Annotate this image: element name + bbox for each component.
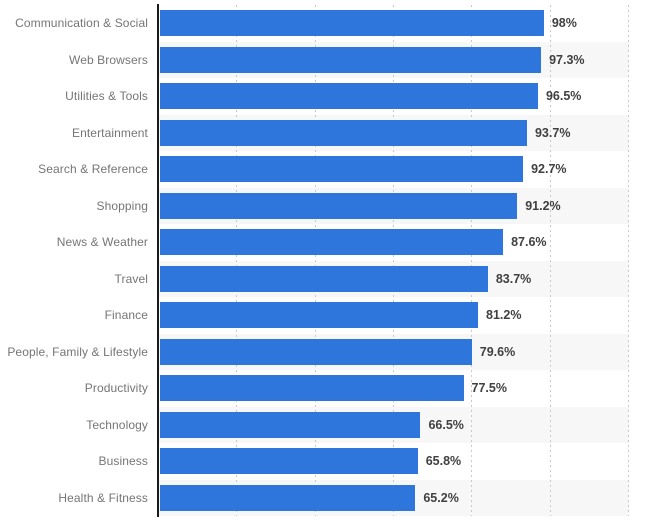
- value-label: 81.2%: [486, 308, 522, 323]
- bar: [160, 338, 472, 365]
- bar: [160, 119, 527, 146]
- bar: [160, 10, 544, 37]
- category-label: Web Browsers: [68, 52, 148, 67]
- category-label: Finance: [104, 308, 148, 323]
- y-axis-line: [157, 4, 159, 517]
- value-label: 92.7%: [531, 162, 567, 177]
- bar: [160, 375, 464, 402]
- value-label: 83.7%: [495, 271, 532, 286]
- value-label: 87.6%: [511, 235, 547, 250]
- category-label: Travel: [114, 271, 148, 286]
- value-label: 65.2%: [423, 490, 459, 505]
- gridline: [628, 5, 629, 516]
- gridline: [236, 5, 237, 516]
- value-label: 97.3%: [549, 52, 585, 67]
- category-label: Productivity: [84, 381, 148, 396]
- gridline: [393, 5, 394, 516]
- value-label: 98%: [551, 16, 577, 31]
- bar: [160, 229, 504, 256]
- gridline: [471, 5, 472, 516]
- value-label: 96.5%: [545, 89, 582, 104]
- category-label: Technology: [86, 417, 148, 432]
- gridline: [550, 5, 551, 516]
- bar: [160, 46, 542, 73]
- gridline: [315, 5, 316, 516]
- category-label: Entertainment: [71, 125, 148, 140]
- value-label: 66.5%: [428, 417, 464, 432]
- category-label: Business: [98, 454, 148, 469]
- value-label: 93.7%: [534, 125, 571, 140]
- category-label: Communication & Social: [15, 16, 148, 31]
- value-label: 79.6%: [479, 344, 516, 359]
- category-label: News & Weather: [56, 235, 148, 250]
- category-label: People, Family & Lifestyle: [7, 344, 148, 359]
- bar: [160, 302, 479, 329]
- bar: [160, 265, 488, 292]
- bar: [160, 156, 524, 183]
- value-label: 91.2%: [525, 198, 561, 213]
- bar: [160, 448, 418, 475]
- value-label: 77.5%: [471, 381, 507, 396]
- bar: [160, 411, 421, 438]
- bar: [160, 484, 416, 511]
- category-label: Utilities & Tools: [65, 89, 148, 104]
- value-label: 65.8%: [425, 454, 462, 469]
- category-label: Search & Reference: [38, 162, 148, 177]
- bar: [160, 83, 538, 110]
- category-label: Shopping: [96, 198, 148, 213]
- bar: [160, 192, 518, 219]
- category-label: Health & Fitness: [58, 490, 148, 505]
